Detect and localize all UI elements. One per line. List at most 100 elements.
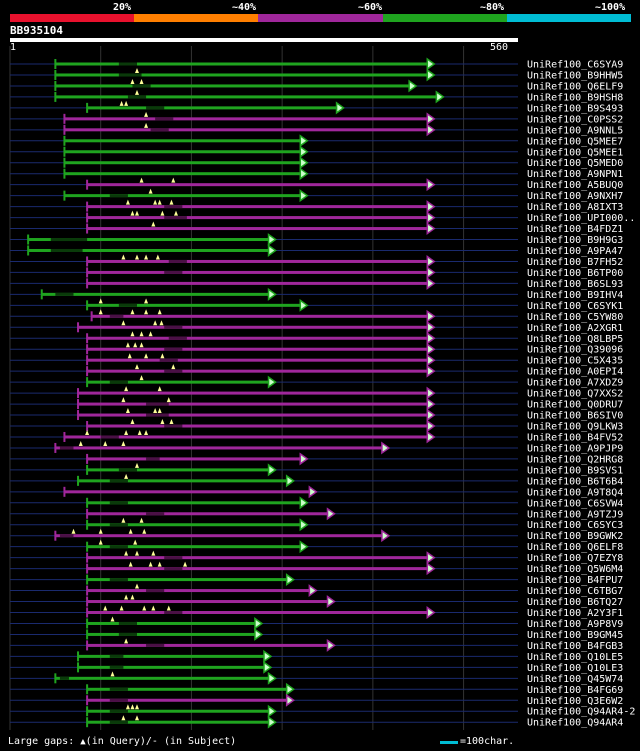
- hit-bar[interactable]: [78, 413, 428, 417]
- hit-bar[interactable]: [55, 534, 382, 538]
- hit-label[interactable]: UniRef100_B4FV52: [527, 432, 623, 443]
- hit-bar[interactable]: [87, 523, 301, 527]
- hit-row[interactable]: UniRef100_C6SYA9: [10, 57, 623, 71]
- hit-bar[interactable]: [87, 600, 328, 604]
- hit-row[interactable]: UniRef100_Q9LKW3: [10, 419, 623, 433]
- hit-row[interactable]: UniRef100_Q5MEE1: [10, 145, 623, 159]
- hit-bar[interactable]: [87, 578, 287, 582]
- hit-bar[interactable]: [87, 709, 269, 713]
- hit-row[interactable]: UniRef100_B9GWK2: [10, 528, 623, 543]
- hit-label[interactable]: UniRef100_B9S493: [527, 103, 623, 114]
- hit-row[interactable]: UniRef100_A0EPI4: [10, 364, 623, 378]
- hit-label[interactable]: UniRef100_B9GWK2: [527, 531, 623, 542]
- hit-label[interactable]: UniRef100_B6T6B4: [527, 476, 623, 487]
- hit-bar[interactable]: [87, 347, 428, 351]
- hit-label[interactable]: UniRef100_Q5MEE1: [527, 147, 623, 158]
- hit-label[interactable]: UniRef100_UPI000..: [527, 213, 635, 224]
- hit-label[interactable]: UniRef100_B6TP00: [527, 268, 623, 279]
- hit-label[interactable]: UniRef100_Q45W74: [527, 674, 623, 685]
- hit-bar[interactable]: [55, 676, 269, 680]
- hit-row[interactable]: UniRef100_B9H9G3: [10, 233, 623, 247]
- hit-label[interactable]: UniRef100_A9PJP9: [527, 443, 623, 454]
- hit-row[interactable]: UniRef100_B9GM45: [10, 627, 623, 641]
- hit-bar[interactable]: [87, 303, 301, 307]
- hit-bar[interactable]: [55, 62, 428, 66]
- hit-row[interactable]: UniRef100_C5YW80: [10, 309, 623, 323]
- hit-bar[interactable]: [64, 161, 301, 165]
- hit-bar[interactable]: [87, 556, 428, 560]
- hit-label[interactable]: UniRef100_C6SYA9: [527, 60, 623, 71]
- hit-bar[interactable]: [64, 172, 301, 176]
- hit-row[interactable]: UniRef100_A8IXT3: [10, 199, 623, 214]
- hit-row[interactable]: UniRef100_C5X435: [10, 353, 623, 367]
- hit-row[interactable]: UniRef100_A9PJP9: [10, 440, 623, 455]
- hit-label[interactable]: UniRef100_Q94AR4-2: [527, 707, 635, 718]
- hit-row[interactable]: UniRef100_C6SYK1: [10, 298, 623, 312]
- hit-row[interactable]: UniRef100_Q10LE3: [10, 660, 623, 674]
- hit-row[interactable]: UniRef100_B4FDZ1: [10, 221, 623, 236]
- hit-bar[interactable]: [87, 227, 428, 231]
- hit-label[interactable]: UniRef100_Q5MED0: [527, 158, 623, 169]
- hit-label[interactable]: UniRef100_B7FH52: [527, 257, 623, 268]
- hit-bar[interactable]: [55, 446, 382, 450]
- hit-label[interactable]: UniRef100_Q0DRU7: [527, 400, 623, 411]
- hit-label[interactable]: UniRef100_B6SIV0: [527, 411, 623, 422]
- hit-row[interactable]: UniRef100_C6TBG7: [10, 583, 623, 598]
- hit-bar[interactable]: [64, 150, 301, 154]
- hit-label[interactable]: UniRef100_A0EPI4: [527, 367, 623, 378]
- hit-label[interactable]: UniRef100_Q7EZY8: [527, 553, 623, 564]
- hit-row[interactable]: UniRef100_B4FGB3: [10, 638, 623, 652]
- hit-bar[interactable]: [87, 358, 428, 362]
- hit-row[interactable]: UniRef100_B4FV52: [10, 429, 623, 444]
- hit-label[interactable]: UniRef100_B6TQ27: [527, 597, 623, 608]
- hit-row[interactable]: UniRef100_Q10LE5: [10, 649, 623, 663]
- hit-label[interactable]: UniRef100_A2Y3F1: [527, 608, 623, 619]
- hit-label[interactable]: UniRef100_A9NXH7: [527, 191, 623, 202]
- hit-bar[interactable]: [87, 720, 269, 724]
- hit-row[interactable]: UniRef100_Q8LBP5: [10, 331, 623, 345]
- hit-row[interactable]: UniRef100_B6TP00: [10, 265, 623, 279]
- hit-bar[interactable]: [55, 73, 428, 77]
- hit-bar[interactable]: [64, 490, 310, 494]
- hit-label[interactable]: UniRef100_Q3E6W2: [527, 696, 623, 707]
- hit-label[interactable]: UniRef100_A9TZJ9: [527, 509, 623, 520]
- hit-bar[interactable]: [87, 545, 301, 549]
- hit-label[interactable]: UniRef100_Q9LKW3: [527, 422, 623, 433]
- hit-bar[interactable]: [87, 512, 328, 516]
- hit-label[interactable]: UniRef100_A9PA47: [527, 246, 623, 257]
- hit-bar[interactable]: [87, 281, 428, 285]
- hit-row[interactable]: UniRef100_A9NNL5: [10, 122, 623, 137]
- hit-label[interactable]: UniRef100_C0PSS2: [527, 114, 623, 125]
- hit-row[interactable]: UniRef100_B9SVS1: [10, 462, 623, 477]
- hit-row[interactable]: UniRef100_Q94AR4: [10, 715, 623, 729]
- hit-row[interactable]: UniRef100_B4FPU7: [10, 573, 623, 587]
- hit-label[interactable]: UniRef100_Q5W6M4: [527, 564, 623, 575]
- hit-bar[interactable]: [87, 643, 328, 647]
- hit-bar[interactable]: [87, 106, 337, 110]
- hit-bar[interactable]: [87, 501, 301, 505]
- hit-row[interactable]: UniRef100_B6TQ27: [10, 594, 623, 609]
- hit-bar[interactable]: [87, 270, 428, 274]
- hit-label[interactable]: UniRef100_B9HSH8: [527, 92, 623, 103]
- hit-row[interactable]: UniRef100_B6SIV0: [10, 408, 623, 422]
- hit-bar[interactable]: [87, 369, 428, 373]
- hit-row[interactable]: UniRef100_Q0DRU7: [10, 397, 623, 411]
- hit-label[interactable]: UniRef100_B9H9G3: [527, 235, 623, 246]
- hit-row[interactable]: UniRef100_Q7XXS2: [10, 386, 623, 400]
- hit-label[interactable]: UniRef100_Q2HRG8: [527, 454, 623, 465]
- hit-row[interactable]: UniRef100_A9PA47: [10, 244, 623, 257]
- hit-row[interactable]: UniRef100_B9S493: [10, 100, 623, 115]
- hit-label[interactable]: UniRef100_A2XGR1: [527, 323, 623, 334]
- hit-bar[interactable]: [87, 380, 269, 384]
- hit-row[interactable]: UniRef100_B9HHW5: [10, 67, 623, 82]
- hit-row[interactable]: UniRef100_A2XGR1: [10, 320, 623, 334]
- hit-bar[interactable]: [78, 654, 265, 658]
- hit-bar[interactable]: [28, 248, 269, 252]
- hit-bar[interactable]: [78, 402, 428, 406]
- hit-bar[interactable]: [64, 128, 428, 132]
- hit-row[interactable]: UniRef100_C6SVW4: [10, 496, 623, 510]
- hit-row[interactable]: UniRef100_Q7EZY8: [10, 550, 623, 565]
- hit-bar[interactable]: [78, 325, 428, 329]
- hit-bar[interactable]: [91, 314, 428, 318]
- hit-label[interactable]: UniRef100_Q7XXS2: [527, 389, 623, 400]
